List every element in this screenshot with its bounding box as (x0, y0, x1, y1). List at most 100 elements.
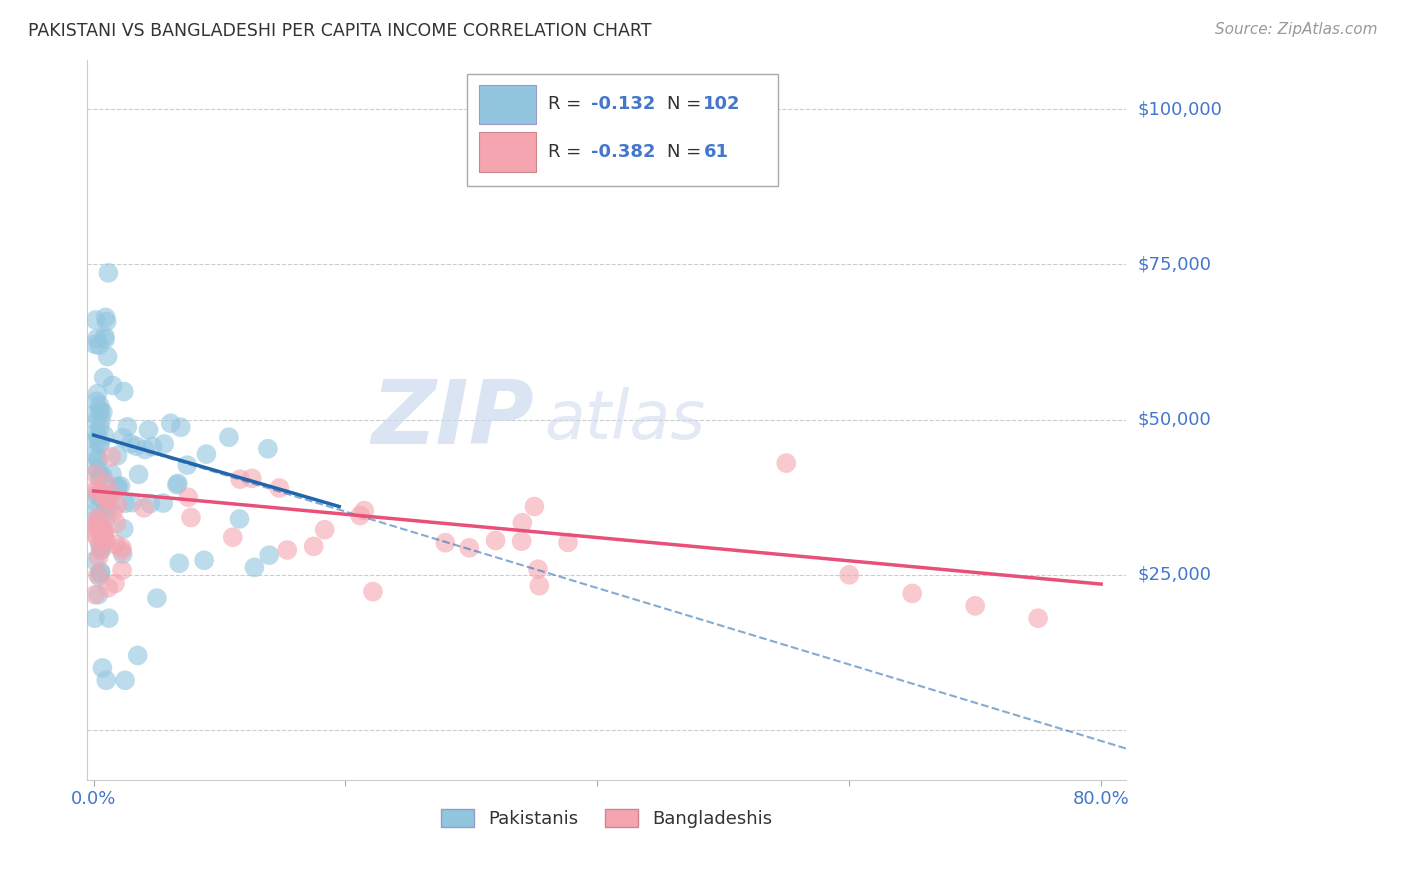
Point (523, 500, 546, 514)
Text: $50,000: $50,000 (1137, 410, 1211, 429)
Point (93, 524, 115, 538)
Point (510, 534, 533, 549)
Point (94, 329, 117, 343)
Point (84, 434, 107, 448)
Point (94, 332, 117, 346)
Point (96, 502, 118, 516)
Point (86, 450, 108, 465)
Text: N =: N = (666, 95, 707, 113)
Point (89, 471, 111, 485)
Point (101, 467, 124, 482)
Point (90, 528, 112, 542)
Point (94, 533, 117, 548)
Point (114, 673, 136, 688)
Point (83, 553, 105, 567)
Point (87, 567, 110, 582)
Point (180, 510, 202, 524)
Point (112, 522, 135, 536)
Point (91, 468, 114, 483)
Point (83, 611, 105, 625)
Point (87, 452, 110, 467)
Point (101, 505, 124, 519)
Text: $100,000: $100,000 (1137, 100, 1222, 119)
Point (87, 430, 110, 444)
Point (529, 579, 551, 593)
Point (170, 420, 193, 434)
Point (965, 599, 987, 613)
Point (84, 483, 107, 497)
Point (527, 562, 550, 576)
Point (228, 512, 250, 526)
Text: R =: R = (547, 95, 586, 113)
Point (169, 556, 191, 570)
Point (87, 569, 110, 583)
Point (243, 560, 266, 574)
Point (120, 436, 142, 450)
Point (125, 439, 148, 453)
FancyBboxPatch shape (467, 74, 779, 186)
Point (107, 449, 129, 463)
Point (269, 481, 291, 495)
Point (434, 535, 457, 549)
Point (222, 530, 245, 544)
Point (142, 440, 165, 454)
Point (83, 494, 105, 508)
Point (90, 518, 112, 533)
Point (86, 503, 108, 517)
Point (86, 394, 108, 409)
Point (86, 483, 108, 498)
Point (195, 447, 218, 461)
Point (112, 384, 135, 399)
Point (89, 420, 111, 434)
Point (87, 338, 110, 352)
Point (86, 488, 108, 502)
Point (83, 520, 105, 534)
Point (96, 492, 118, 507)
Point (138, 423, 160, 437)
Point (87, 463, 110, 477)
Point (105, 516, 128, 531)
Point (240, 471, 263, 485)
Point (276, 543, 298, 558)
Point (100, 487, 122, 501)
Point (93, 527, 115, 541)
Point (91, 405, 114, 419)
Point (89, 487, 111, 501)
Point (86, 531, 108, 545)
Point (104, 576, 127, 591)
Point (110, 479, 132, 493)
Point (105, 498, 128, 512)
Point (89, 468, 111, 483)
Point (107, 481, 129, 495)
Point (111, 431, 134, 445)
Point (177, 490, 200, 504)
Point (111, 563, 134, 577)
Point (94, 535, 117, 549)
Point (84, 426, 107, 441)
Point (314, 523, 336, 537)
Point (94, 492, 117, 507)
Point (139, 496, 162, 510)
Legend: Pakistanis, Bangladeshis: Pakistanis, Bangladeshis (434, 802, 780, 836)
Point (152, 496, 174, 510)
Point (96, 673, 118, 688)
Text: $75,000: $75,000 (1137, 255, 1212, 274)
Point (218, 430, 240, 444)
Point (83, 517, 105, 532)
Point (510, 516, 533, 530)
Point (127, 648, 149, 663)
Point (83, 460, 105, 475)
Point (90, 542, 112, 557)
Point (87, 521, 110, 535)
Point (90, 565, 112, 579)
Point (94, 310, 117, 325)
Text: -0.382: -0.382 (592, 143, 655, 161)
Text: Source: ZipAtlas.com: Source: ZipAtlas.com (1215, 22, 1378, 37)
Point (87, 588, 110, 602)
Point (89, 403, 111, 417)
Point (87, 550, 110, 565)
Point (91, 661, 114, 675)
Point (84, 313, 107, 327)
Point (166, 477, 188, 491)
Point (176, 458, 198, 472)
